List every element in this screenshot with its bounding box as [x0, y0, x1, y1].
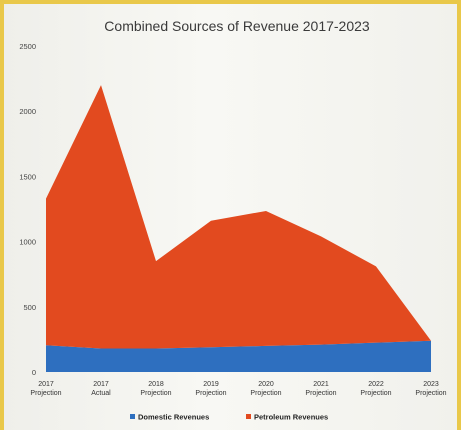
y-tick-label: 2500	[19, 42, 36, 51]
x-tick-label: 2022 Projection	[360, 381, 391, 397]
legend: Domestic Revenues Petroleum Revenues	[130, 413, 328, 422]
x-tick-label: 2023 Projection	[415, 381, 446, 397]
top-border	[0, 0, 461, 4]
chart-title: Combined Sources of Revenue 2017-2023	[104, 18, 370, 34]
y-tick-label: 500	[23, 303, 36, 312]
x-tick-label: 2021 Projection	[305, 381, 336, 397]
legend-label-petroleum-revenues: Petroleum Revenues	[254, 413, 328, 422]
legend-swatch-domestic-revenues	[130, 414, 135, 419]
area-petroleum-revenues	[46, 85, 431, 349]
legend-swatch-petroleum-revenues	[246, 414, 251, 419]
x-tick-label: 2018 Projection	[140, 381, 171, 397]
y-tick-label: 1500	[19, 172, 36, 181]
legend-label-domestic-revenues: Domestic Revenues	[138, 413, 209, 422]
x-tick-label: 2017 Projection	[30, 381, 61, 397]
y-tick-label: 2000	[19, 107, 36, 116]
x-tick-label: 2019 Projection	[195, 381, 226, 397]
plot-area	[46, 85, 431, 372]
y-axis: 0 500 1000 1500 2000 2500	[19, 42, 36, 377]
x-axis: 2017 Projection 2017 Actual 2018 Projection 20…	[30, 381, 446, 397]
x-tick-label: 2017 Actual	[91, 381, 111, 397]
y-tick-label: 1000	[19, 238, 36, 247]
y-tick-label: 0	[32, 368, 36, 377]
x-tick-label: 2020 Projection	[250, 381, 281, 397]
